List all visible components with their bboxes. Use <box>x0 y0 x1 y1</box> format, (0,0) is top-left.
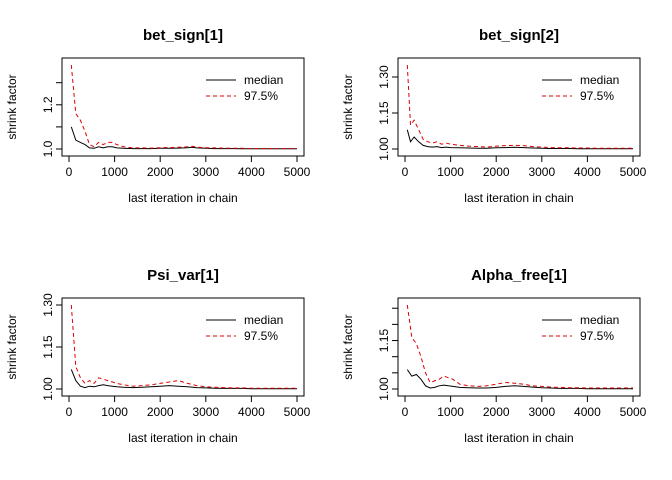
x-tick-label: 0 <box>66 165 73 179</box>
x-tick-label: 2000 <box>147 405 174 419</box>
x-tick-label: 5000 <box>620 165 647 179</box>
y-tick-label: 1.00 <box>377 377 391 401</box>
x-tick-label: 3000 <box>192 165 219 179</box>
y-tick-label: 1.00 <box>41 377 55 401</box>
x-tick-label: 5000 <box>284 405 311 419</box>
legend-label: 97.5% <box>244 329 278 343</box>
x-tick-label: 1000 <box>437 405 464 419</box>
series-line-upper-975 <box>406 64 633 149</box>
series-line-median <box>70 126 297 150</box>
x-tick-label: 5000 <box>284 165 311 179</box>
legend-label: 97.5% <box>580 329 614 343</box>
x-tick-label: 5000 <box>620 405 647 419</box>
x-tick-label: 2000 <box>483 405 510 419</box>
y-axis-label: shrink factor <box>341 74 355 139</box>
y-tick-label: 1.15 <box>41 335 55 359</box>
x-tick-label: 3000 <box>192 405 219 419</box>
legend-label: 97.5% <box>244 89 278 103</box>
y-axis-label: shrink factor <box>341 314 355 379</box>
chart-panel-3: Psi_var[1] 0 1000 2000 3000 4000 5000 1.00 1.15 1… <box>5 267 311 445</box>
x-tick-label: 4000 <box>238 165 265 179</box>
chart-panel-2: bet_sign[2] 0 1000 2000 3000 4000 5000 1.00 1.15… <box>341 27 647 205</box>
x-axis-label: last iteration in chain <box>464 431 573 445</box>
chart-title: bet_sign[1] <box>143 27 223 44</box>
y-tick-label: 1.15 <box>377 329 391 353</box>
series-line-median <box>406 129 633 150</box>
x-tick-label: 4000 <box>574 405 601 419</box>
x-tick-label: 1000 <box>437 165 464 179</box>
y-tick-label: 1.0 <box>41 140 55 157</box>
chart-title: Psi_var[1] <box>147 267 219 284</box>
chart-panel-4: Alpha_free[1] 0 1000 2000 3000 4000 5000 1.00 1.… <box>341 267 647 445</box>
x-axis-label: last iteration in chain <box>128 431 237 445</box>
series-line-median <box>406 369 633 390</box>
legend-label: 97.5% <box>580 89 614 103</box>
legend-label: median <box>244 313 283 327</box>
y-axis-label: shrink factor <box>5 74 19 139</box>
x-tick-label: 1000 <box>101 405 128 419</box>
series-line-upper-975 <box>70 304 297 389</box>
x-tick-label: 2000 <box>147 165 174 179</box>
x-axis-label: last iteration in chain <box>128 191 237 205</box>
chart-panel-1: bet_sign[1] 0 1000 2000 3000 4000 5000 1.0 1.2 la… <box>5 27 311 205</box>
x-axis-label: last iteration in chain <box>464 191 573 205</box>
legend-label: median <box>244 73 283 87</box>
x-tick-label: 3000 <box>528 405 555 419</box>
y-tick-label: 1.2 <box>41 96 55 113</box>
x-tick-label: 0 <box>402 405 409 419</box>
y-tick-label: 1.30 <box>377 65 391 89</box>
y-axis-label: shrink factor <box>5 314 19 379</box>
legend-label: median <box>580 313 619 327</box>
chart-title: bet_sign[2] <box>479 27 559 44</box>
x-tick-label: 1000 <box>101 165 128 179</box>
y-tick-label: 1.00 <box>377 137 391 161</box>
x-tick-label: 4000 <box>574 165 601 179</box>
y-tick-label: 1.15 <box>377 101 391 125</box>
x-tick-label: 0 <box>66 405 73 419</box>
chart-title: Alpha_free[1] <box>471 267 567 284</box>
x-tick-label: 0 <box>402 165 409 179</box>
x-tick-label: 4000 <box>238 405 265 419</box>
x-tick-label: 2000 <box>483 165 510 179</box>
legend-label: median <box>580 73 619 87</box>
y-tick-label: 1.30 <box>41 293 55 317</box>
series-line-median <box>70 369 297 390</box>
series-line-upper-975 <box>70 64 297 150</box>
x-tick-label: 3000 <box>528 165 555 179</box>
